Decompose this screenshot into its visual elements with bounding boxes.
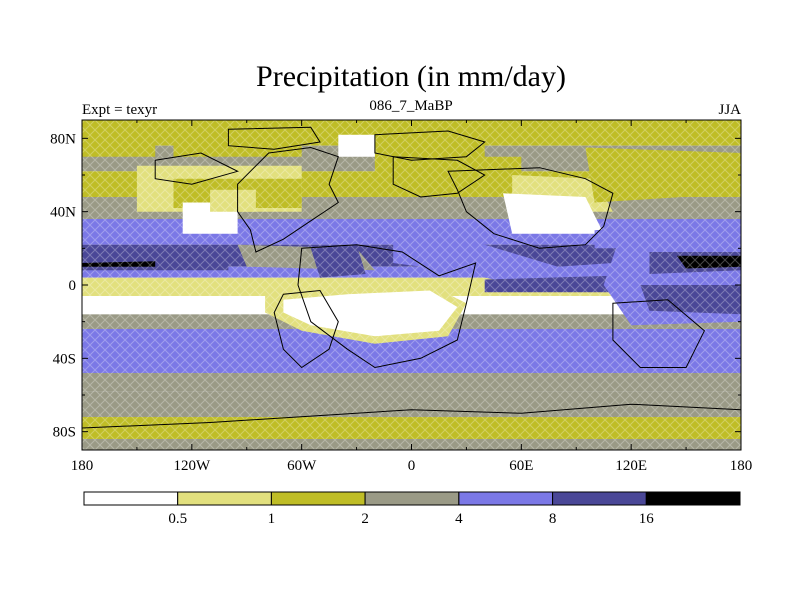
colorbar-label: 0.5 (168, 511, 187, 527)
x-tick-label: 60W (287, 458, 317, 474)
y-axis: 80N 40N 0 40S 80S (50, 131, 741, 441)
y-tick-label: 0 (69, 278, 77, 294)
colorbar-swatch (645, 491, 741, 506)
x-axis: 180 120W 60W 0 60E 120E 180 (71, 120, 753, 474)
continent-outline (154, 152, 239, 185)
y-tick-label: 80S (53, 425, 76, 441)
chart-subtitle-right: JJA (718, 102, 741, 118)
colorbar-label: 2 (361, 511, 369, 527)
x-tick-label: 180 (730, 458, 753, 474)
x-tick-label: 180 (71, 458, 94, 474)
continent-outline (374, 130, 486, 161)
chart-subtitle-center: 086_7_MaBP (369, 98, 452, 114)
continent-outline (82, 403, 741, 450)
continent-outline (227, 126, 321, 150)
y-tick-label: 40N (50, 205, 76, 221)
x-tick-label: 0 (408, 458, 416, 474)
stipple-overlay (82, 120, 741, 450)
continent-outline (273, 289, 339, 369)
continent-outline (237, 146, 339, 253)
y-tick-label: 80N (50, 131, 76, 147)
colorbar-swatch (83, 491, 179, 506)
colorbar-label: 8 (549, 511, 557, 527)
x-tick-label: 120W (173, 458, 211, 474)
colorbar-label: 4 (455, 511, 463, 527)
x-tick-label: 60E (509, 458, 533, 474)
continent-outline (297, 244, 477, 369)
y-tick-label: 40S (53, 351, 76, 367)
continent-outline (447, 167, 614, 249)
colorbar-swatch (552, 491, 647, 506)
colorbar-swatch (177, 491, 272, 506)
colorbar-swatch (270, 491, 366, 506)
continent-outlines (82, 126, 741, 450)
x-tick-label: 120E (615, 458, 647, 474)
colorbar-swatch (458, 491, 554, 506)
plot-area (82, 120, 741, 450)
chart-subtitle-left: Expt = texyr (82, 102, 157, 118)
chart-title: Precipitation (in mm/day) (256, 60, 566, 93)
colorbar-label: 16 (639, 511, 655, 527)
colorbar-label: 1 (268, 511, 276, 527)
continent-outline (612, 299, 706, 368)
colorbar: 0.5 1 2 4 8 16 (83, 491, 741, 527)
colorbar-swatch (364, 491, 460, 506)
continent-outline (392, 156, 486, 198)
